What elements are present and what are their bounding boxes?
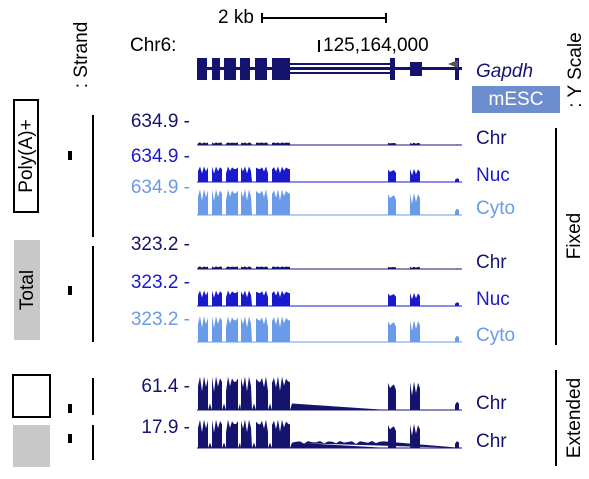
y-scale-label: : Y Scale <box>565 32 586 107</box>
track-name: Chr <box>476 252 507 273</box>
track-name: Chr <box>476 393 507 414</box>
track-scale: 323.2 - <box>131 272 190 293</box>
track-scale: 17.9 - <box>141 417 190 438</box>
side-label: Fixed <box>564 213 585 259</box>
track-scale: 61.4 - <box>141 376 190 397</box>
signal-track <box>197 266 462 269</box>
track-scale: 323.2 - <box>131 309 190 330</box>
group-box <box>14 240 40 340</box>
scale-label: 2 kb <box>218 7 254 28</box>
track-scale: 634.9 - <box>131 177 190 198</box>
scale-bar <box>261 13 387 23</box>
group-box <box>13 425 50 467</box>
track-name: Chr <box>476 431 507 452</box>
strand-arrow <box>448 60 458 68</box>
track-name: Cyto <box>476 198 515 219</box>
track-scale: 634.9 - <box>131 146 190 167</box>
gene-name: Gapdh <box>476 61 533 82</box>
track-scale: 323.2 - <box>131 234 190 255</box>
group-box <box>12 374 51 418</box>
track-name: Nuc <box>476 289 510 310</box>
signal-track <box>197 290 462 306</box>
track-name: Cyto <box>476 325 515 346</box>
signal-track <box>197 166 462 182</box>
signal-track <box>197 189 462 215</box>
signal-track <box>197 316 462 342</box>
signal-track <box>197 419 462 448</box>
gene-model <box>197 58 462 80</box>
group-label: Total <box>17 270 38 310</box>
side-label: Extended <box>564 378 585 458</box>
chrom-label: Chr6: <box>130 35 176 56</box>
group-box <box>13 99 39 213</box>
strand-label: : Strand <box>71 22 92 89</box>
track-name: Chr <box>476 128 507 149</box>
bracket-lines <box>92 115 557 466</box>
coordinate-label: 125,164,000 <box>323 35 429 56</box>
cell-label: mESC <box>489 89 544 110</box>
group-label: Poly(A)+ <box>16 119 37 192</box>
track-name: Nuc <box>476 165 510 186</box>
strand-marks <box>68 151 72 443</box>
cell-box <box>472 86 560 113</box>
track-scale: 634.9 - <box>131 111 190 132</box>
signal-track <box>197 142 462 145</box>
signal-track <box>197 376 462 410</box>
